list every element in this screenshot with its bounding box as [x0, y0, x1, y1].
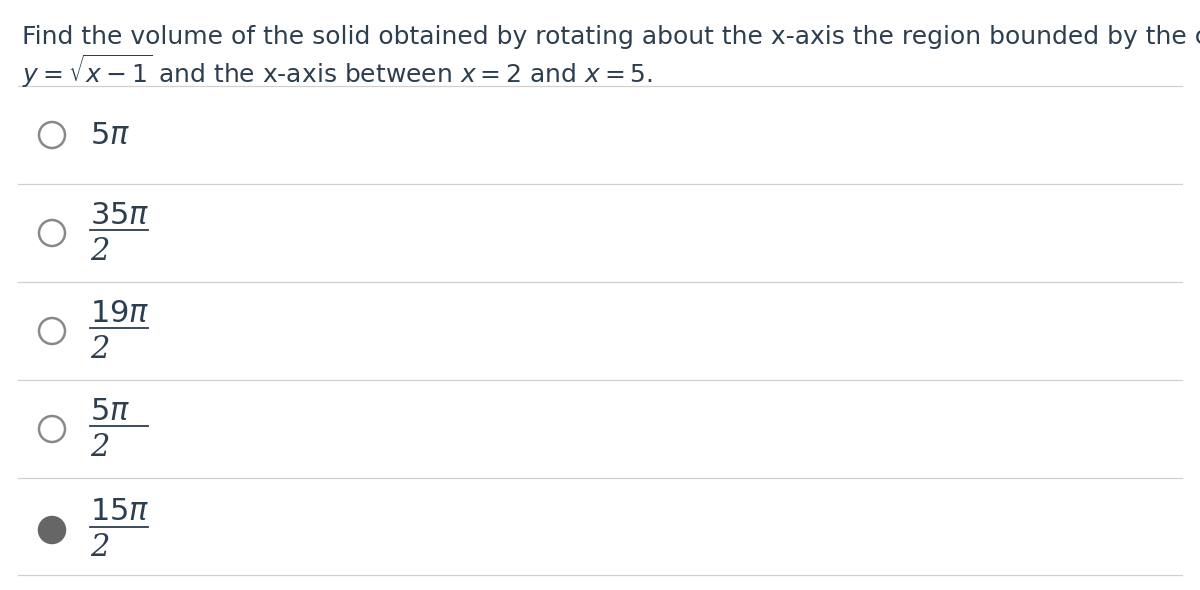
Text: 2: 2	[90, 333, 109, 365]
Text: $5\pi$: $5\pi$	[90, 395, 130, 427]
Text: $15\pi$: $15\pi$	[90, 497, 150, 527]
Circle shape	[38, 122, 65, 148]
Circle shape	[38, 416, 65, 442]
Text: $y = \sqrt{x-1}$ and the x-axis between $x = 2$ and $x = 5$.: $y = \sqrt{x-1}$ and the x-axis between …	[22, 53, 653, 90]
Text: 2: 2	[90, 533, 109, 563]
Circle shape	[38, 220, 65, 246]
Text: 2: 2	[90, 235, 109, 267]
Text: Find the volume of the solid obtained by rotating about the x-axis the region bo: Find the volume of the solid obtained by…	[22, 25, 1200, 49]
Text: 2: 2	[90, 431, 109, 463]
Circle shape	[38, 318, 65, 344]
Text: $19\pi$: $19\pi$	[90, 297, 150, 329]
Text: $35\pi$: $35\pi$	[90, 199, 150, 231]
Circle shape	[38, 517, 65, 543]
Text: $5\pi$: $5\pi$	[90, 120, 130, 150]
